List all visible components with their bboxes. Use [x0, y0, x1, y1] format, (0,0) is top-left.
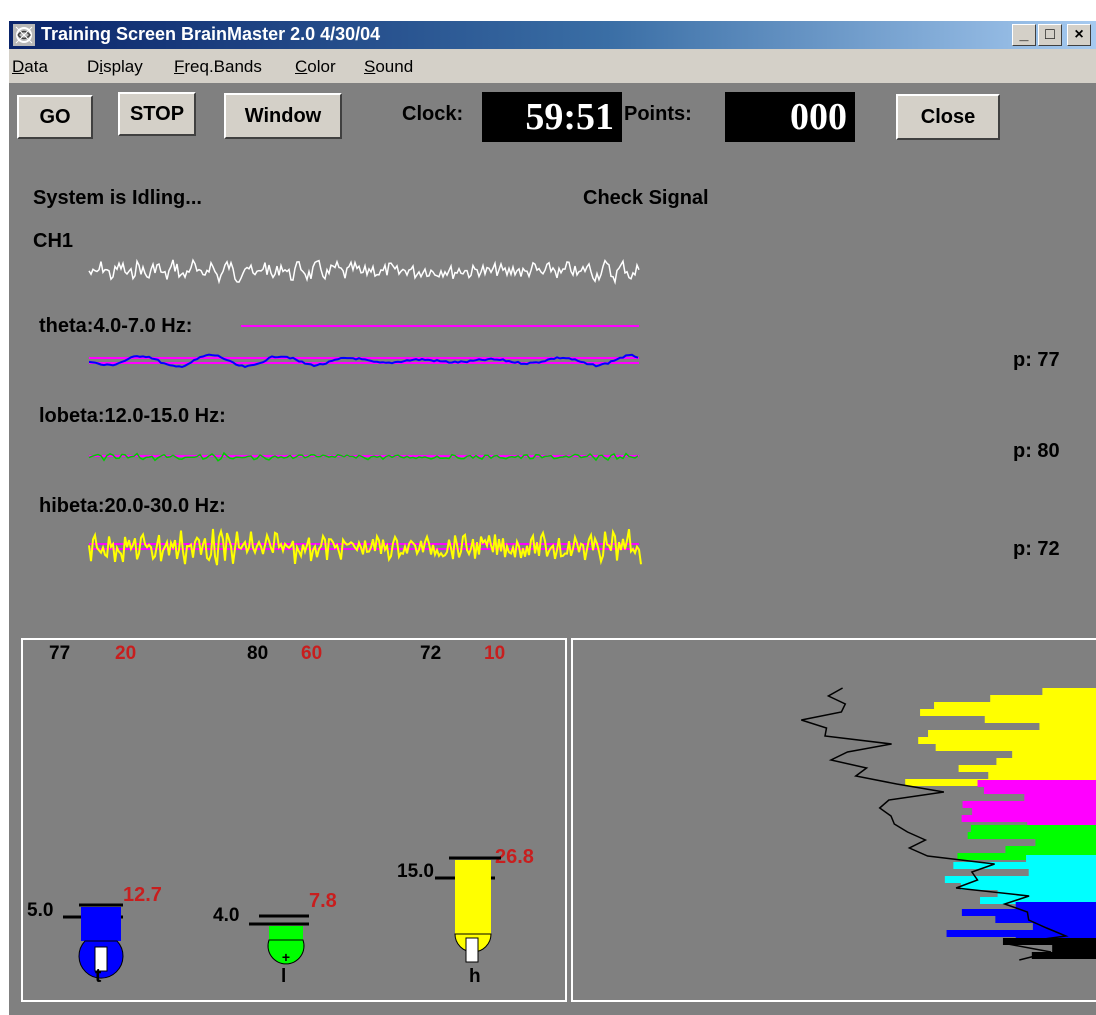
spectrum-bar	[980, 897, 1096, 904]
spectrum-bar	[1028, 869, 1096, 876]
window-button[interactable]: Window	[224, 93, 342, 139]
theta-label: theta:4.0-7.0 Hz:	[39, 315, 193, 337]
close-window-button[interactable]: ×	[1067, 24, 1091, 46]
spectrum-bar	[988, 772, 1096, 779]
spectrum-bar	[935, 744, 1096, 751]
spectrum-bar	[918, 737, 1096, 744]
app-window: Training Screen BrainMaster 2.0 4/30/04 …	[9, 21, 1096, 1015]
spectrum-bar	[928, 730, 1096, 737]
spectrum-bar	[1039, 723, 1096, 730]
spectrum-bar	[1035, 839, 1096, 846]
ch1-waveform	[88, 258, 640, 285]
hibeta-meter-percent: 72	[420, 643, 442, 664]
theta-meter-percent: 77	[49, 643, 71, 664]
spectrum-bar	[984, 716, 1096, 723]
spectrum-bar	[958, 765, 1096, 772]
spectrum-bar	[962, 801, 1096, 808]
stop-button[interactable]: STOP	[118, 92, 196, 136]
spectrum-bar	[934, 702, 1096, 709]
hibeta-value: 26.8	[495, 846, 534, 868]
spectrum-bar	[1012, 751, 1096, 758]
spectrum-bar	[990, 695, 1096, 702]
svg-text:+: +	[282, 949, 290, 965]
hibeta-meter-label: h	[469, 966, 481, 987]
lobeta-label: lobeta:12.0-15.0 Hz:	[39, 405, 226, 427]
theta-meter-target: 20	[115, 643, 137, 664]
spectrum-bar	[977, 780, 1096, 787]
theta-meter-icon	[63, 903, 124, 979]
spectrum-bar	[983, 787, 1096, 794]
theta-waveform	[88, 353, 639, 369]
lobeta-percent: p: 80	[1013, 440, 1060, 462]
lobeta-value: 7.8	[309, 890, 337, 912]
clock-label: Clock:	[402, 103, 464, 125]
spectrum-bar	[946, 930, 1096, 937]
window-title: Training Screen BrainMaster 2.0 4/30/04	[41, 24, 381, 44]
hibeta-threshold: 15.0	[397, 861, 434, 882]
lobeta-meter-percent: 80	[247, 643, 269, 664]
points-label: Points:	[624, 103, 692, 125]
spectrum-bar	[961, 909, 1096, 916]
theta-meter-label: t	[95, 966, 102, 987]
go-button[interactable]: GO	[17, 95, 93, 139]
theta-threshold: 5.0	[27, 900, 54, 921]
signal-status: Check Signal	[583, 187, 709, 209]
spectrum-bar	[961, 815, 1096, 822]
spectrum-bar	[970, 825, 1096, 832]
points-display: 000	[725, 92, 855, 142]
system-status: System is Idling...	[33, 187, 202, 209]
lobeta-threshold: 4.0	[213, 905, 240, 926]
clock-display: 59:51	[482, 92, 622, 142]
spectrum-bar	[995, 916, 1096, 923]
spectrum-bar	[972, 808, 1096, 815]
minimize-button[interactable]: _	[1012, 24, 1036, 46]
menu-color[interactable]: Color	[295, 57, 336, 76]
close-button[interactable]: Close	[896, 94, 1000, 140]
menu-data[interactable]: Data	[12, 57, 48, 76]
lobeta-meter-target: 60	[301, 643, 323, 664]
ch1-label: CH1	[33, 230, 74, 252]
spectrum-bar	[967, 832, 1096, 839]
spectrum-bar	[960, 883, 1096, 890]
waveform-display	[88, 258, 642, 566]
spectrum-bar	[1052, 945, 1096, 952]
spectrum-display	[801, 687, 1096, 961]
spectrum-bar	[1042, 688, 1096, 695]
spectrum-panel	[571, 638, 1096, 1002]
spectrum-bar	[1024, 794, 1096, 801]
spectrum-bar	[997, 890, 1096, 897]
menu-freq-bands[interactable]: Freq.Bands	[174, 57, 262, 76]
theta-value: 12.7	[123, 884, 162, 906]
spectrum-bars	[905, 688, 1096, 959]
menu-sound[interactable]: Sound	[364, 57, 414, 76]
app-icon	[13, 24, 35, 46]
hibeta-meter-target: 10	[484, 643, 506, 664]
spectrum-bar	[1031, 952, 1096, 959]
spectrum-bar	[1015, 902, 1096, 909]
spectrum-bar	[1002, 938, 1096, 945]
spectrum-bar	[1026, 855, 1096, 862]
lobeta-waveform	[88, 451, 639, 462]
title-bar[interactable]: Training Screen BrainMaster 2.0 4/30/04 …	[9, 21, 1096, 49]
lobeta-meter-icon: +	[249, 914, 309, 965]
hibeta-percent: p: 72	[1013, 538, 1060, 560]
menu-bar: Data Display Freq.Bands Color Sound	[9, 49, 1096, 83]
spectrum-bar	[953, 862, 1096, 869]
spectrum-trace	[801, 687, 1069, 961]
hibeta-waveform	[88, 527, 642, 566]
meters-panel: 77 20 80 60 72 10 5.0 12.7 t 4.0 7.8 + l…	[21, 638, 567, 1002]
theta-percent: p: 77	[1013, 349, 1060, 371]
spectrum-bar	[944, 876, 1096, 883]
maximize-button[interactable]: □	[1038, 24, 1062, 46]
spectrum-bar	[920, 709, 1096, 716]
hibeta-label: hibeta:20.0-30.0 Hz:	[39, 495, 226, 517]
spectrum-bar	[996, 758, 1096, 765]
lobeta-meter-label: l	[281, 966, 287, 987]
menu-display[interactable]: Display	[87, 57, 143, 76]
spectrum-bar	[1005, 846, 1096, 853]
spectrum-bar	[1032, 923, 1096, 930]
hibeta-meter-icon	[435, 856, 501, 963]
